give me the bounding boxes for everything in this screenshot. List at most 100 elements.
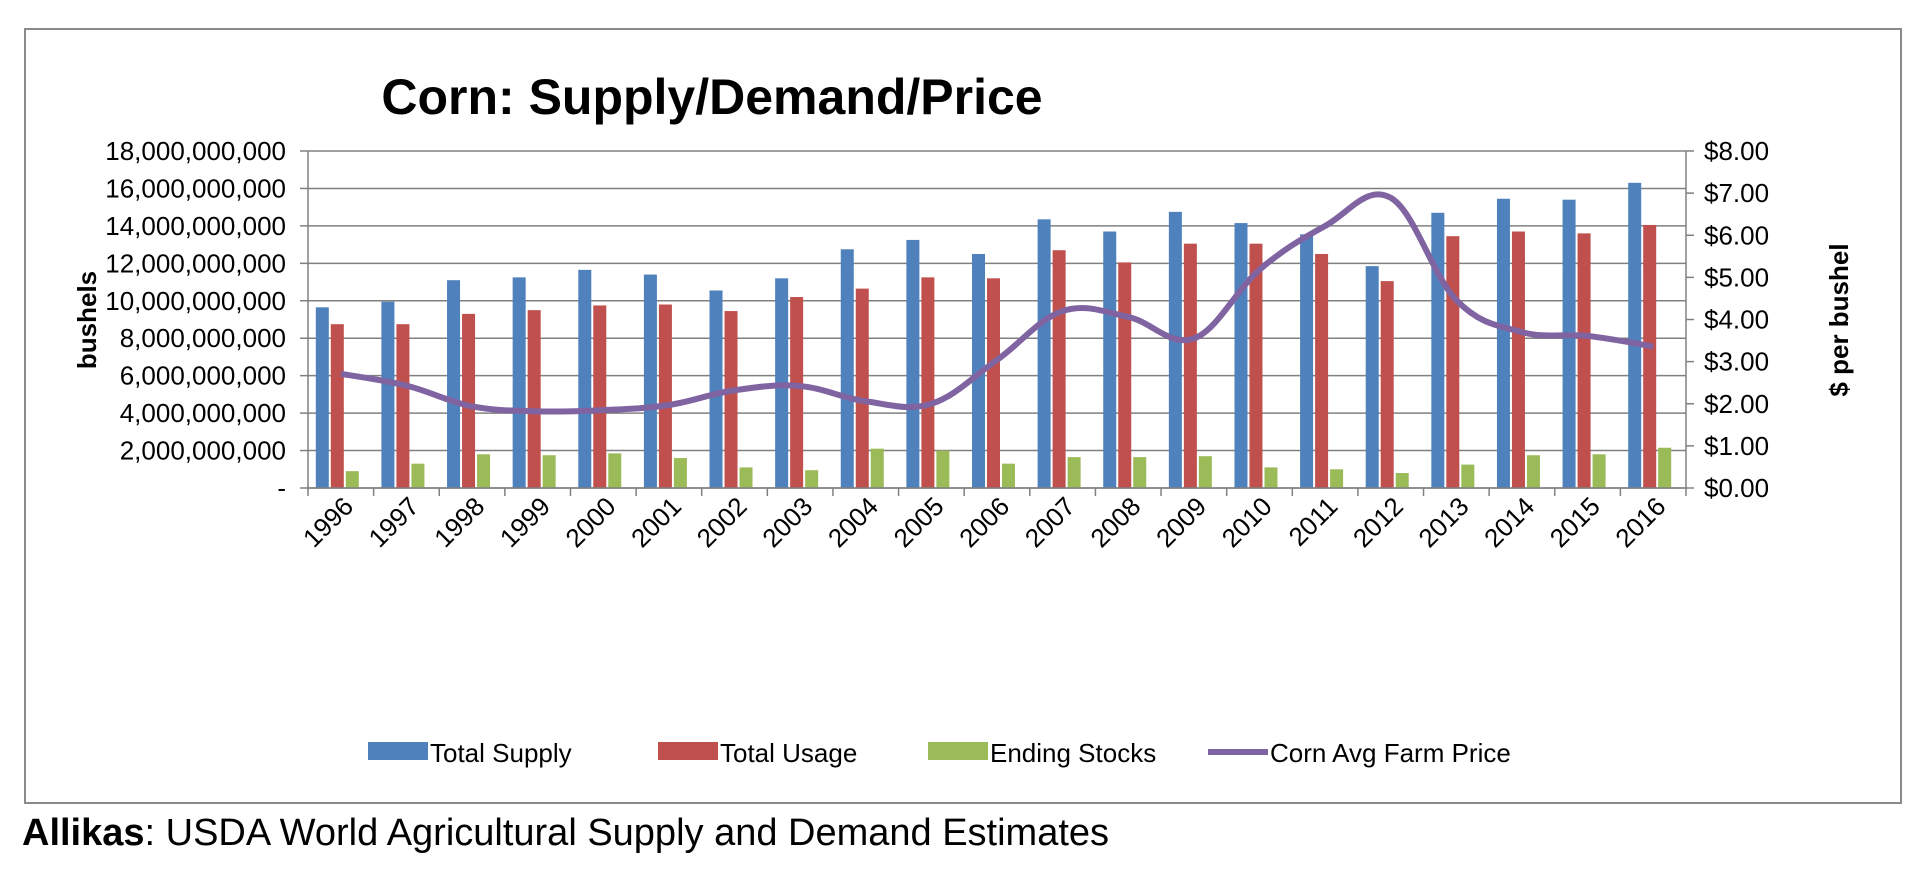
x-tick-label: 2010	[1216, 491, 1278, 553]
bar-total-supply	[381, 301, 395, 488]
x-tick-label: 1996	[297, 491, 359, 553]
legend-swatch	[928, 742, 988, 760]
y-tick-label: 2,000,000,000	[120, 436, 286, 466]
legend: Total Supply Total Usage Ending Stocks Corn…	[368, 738, 1511, 768]
y-tick-label: -	[277, 473, 286, 503]
bar-ending-stocks	[1198, 456, 1212, 488]
bar-total-usage	[330, 324, 344, 488]
y2-tick-label: $4.00	[1704, 305, 1769, 335]
bar-ending-stocks	[542, 455, 556, 488]
bar-total-usage	[1249, 243, 1263, 488]
legend-swatch	[368, 742, 428, 760]
y2-tick-label: $3.00	[1704, 347, 1769, 377]
series-line-corn-avg-farm-price	[340, 191, 1654, 415]
y-tick-label: 14,000,000,000	[105, 211, 286, 241]
legend-label: Ending Stocks	[990, 738, 1156, 768]
x-tick-label: 2004	[822, 491, 884, 553]
bar-total-supply	[906, 239, 920, 488]
bar-total-usage	[658, 304, 672, 488]
bar-ending-stocks	[936, 450, 950, 488]
bar-ending-stocks	[1461, 464, 1475, 488]
x-tick-label: 2003	[756, 491, 818, 553]
bar-total-supply	[512, 277, 526, 488]
bar-total-usage	[1577, 233, 1591, 488]
bar-ending-stocks	[1002, 463, 1015, 488]
y2-axis-label: $ per bushel	[1824, 243, 1854, 396]
bar-ending-stocks	[870, 448, 884, 488]
bar-total-usage	[1183, 243, 1197, 488]
x-tick-label: 2007	[1019, 491, 1081, 553]
bar-total-usage	[921, 277, 935, 488]
bar-total-supply	[1496, 198, 1510, 488]
x-tick-label: 1997	[363, 491, 425, 553]
bar-total-supply	[1103, 231, 1117, 488]
bar-total-supply	[1168, 211, 1182, 488]
y-tick-label: 10,000,000,000	[105, 286, 286, 316]
bar-total-supply	[1562, 199, 1576, 488]
bar-ending-stocks	[1592, 454, 1606, 488]
y-tick-label: 12,000,000,000	[105, 248, 286, 278]
bar-ending-stocks	[477, 454, 491, 488]
y-axis-label: bushels	[72, 271, 102, 369]
x-tick-label: 2014	[1478, 491, 1540, 553]
bar-total-supply	[315, 307, 329, 488]
bar-total-usage	[1380, 281, 1394, 488]
bar-ending-stocks	[411, 463, 425, 488]
y-tick-label: 8,000,000,000	[120, 323, 286, 353]
bar-total-supply	[1037, 219, 1051, 488]
y2-tick-label: $6.00	[1704, 220, 1769, 250]
bar-ending-stocks	[1395, 473, 1409, 488]
source-text: : USDA World Agricultural Supply and Dem…	[144, 812, 1110, 854]
bar-total-usage	[1643, 224, 1657, 489]
y2-tick-label: $0.00	[1704, 473, 1769, 503]
bar-total-supply	[1234, 223, 1248, 488]
axes	[300, 150, 1694, 496]
x-tick-label: 2011	[1283, 491, 1344, 552]
bar-ending-stocks	[1658, 447, 1672, 488]
bar-total-usage	[462, 313, 476, 488]
y-tick-label: 6,000,000,000	[120, 361, 286, 391]
y2-tick-label: $7.00	[1704, 178, 1769, 208]
bar-total-usage	[1511, 231, 1525, 488]
y-tick-label: 16,000,000,000	[105, 173, 286, 203]
legend-label: Total Supply	[430, 738, 572, 768]
bar-ending-stocks	[608, 453, 622, 488]
bar-total-supply	[1628, 182, 1642, 489]
bar-total-usage	[396, 324, 410, 488]
y2-tick-label: $5.00	[1704, 262, 1769, 292]
chart: Corn: Supply/Demand/Price - 2,000,000,000…	[72, 69, 1854, 768]
bar-ending-stocks	[1330, 469, 1344, 488]
bar-ending-stocks	[1526, 455, 1540, 488]
price-line	[340, 191, 1654, 415]
legend-label: Total Usage	[720, 738, 857, 768]
y-tick-label: 4,000,000,000	[120, 398, 286, 428]
y2-tick-label: $8.00	[1704, 136, 1769, 166]
bar-total-supply	[643, 274, 657, 488]
legend-swatch	[658, 742, 718, 760]
y2-tick-label: $1.00	[1704, 431, 1769, 461]
x-tick-label: 2009	[1150, 491, 1212, 553]
bar-total-supply	[1365, 266, 1379, 488]
bar-total-supply	[709, 290, 723, 488]
bar-ending-stocks	[1067, 457, 1081, 488]
x-tick-label: 2015	[1544, 491, 1606, 553]
y-tick-label: 18,000,000,000	[105, 136, 286, 166]
bar-total-usage	[790, 297, 804, 488]
bar-ending-stocks	[739, 467, 753, 488]
source-note: Allikas: USDA World Agricultural Supply …	[22, 812, 1109, 855]
bar-total-usage	[1118, 262, 1132, 488]
x-tick-label: 2012	[1347, 491, 1409, 553]
x-tick-label: 2005	[888, 491, 950, 553]
x-tick-label: 2001	[625, 491, 687, 553]
x-tick-label: 1999	[494, 491, 556, 553]
bar-ending-stocks	[805, 470, 819, 488]
bars	[315, 182, 1672, 489]
bar-total-supply	[578, 269, 592, 488]
x-tick-label: 2013	[1412, 491, 1474, 553]
bar-total-usage	[527, 310, 541, 488]
x-tick-label: 2002	[691, 491, 753, 553]
bar-total-supply	[1300, 234, 1314, 488]
bar-total-usage	[987, 278, 1000, 488]
bar-ending-stocks	[673, 458, 687, 488]
source-label: Allikas	[22, 812, 145, 854]
